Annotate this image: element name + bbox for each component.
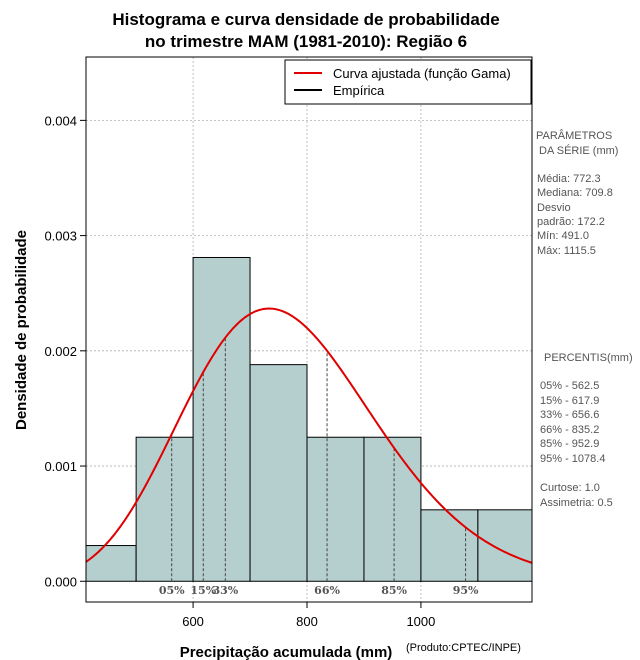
- histogram-bar: [306, 436, 365, 582]
- y-tick-label: 0.003: [44, 229, 77, 244]
- assimetria-line: Assimetria: 0.5: [540, 497, 613, 509]
- histogram-bar: [477, 509, 532, 582]
- y-tick-label: 0.004: [44, 113, 77, 128]
- stats-panel: PARÂMETROS DA SÉRIE (mm) Média: 772.3 Me…: [536, 129, 618, 257]
- x-tick-label: 800: [296, 614, 318, 629]
- stats-line: Máx: 1115.5: [537, 245, 596, 257]
- stats-header-line2: DA SÉRIE (mm): [539, 144, 618, 157]
- histogram-bar: [420, 509, 479, 582]
- percentis-line: 15% - 617.9: [540, 395, 599, 407]
- legend-empirical-label: Empírica: [333, 83, 385, 98]
- chart-title-line1: Histograma e curva densidade de probabil…: [112, 10, 499, 29]
- histogram-bar: [192, 256, 251, 582]
- curtose-line: Curtose: 1.0: [540, 482, 600, 494]
- stats-line: padrão: 172.2: [537, 216, 605, 228]
- x-axis: 600 800 1000: [182, 602, 435, 629]
- stats-line: Desvio: [537, 202, 571, 214]
- histogram-bar: [363, 436, 422, 582]
- percentile-labels: 05% 15%33% 66% 85% 95%: [159, 584, 479, 597]
- legend-fit-label: Curva ajustada (função Gama): [333, 66, 511, 81]
- legend-box: [284, 59, 532, 105]
- histogram-bar: [135, 436, 194, 582]
- y-axis: 0.000 0.001 0.002 0.003 0.004: [44, 113, 86, 589]
- chart-title-line2: no trimestre MAM (1981-2010): Região 6: [145, 32, 467, 51]
- percentis-line: 33% - 656.6: [540, 409, 599, 421]
- percentile-label: 15%: [190, 584, 216, 597]
- histogram-bar: [249, 364, 308, 582]
- stats-line: Média: 772.3: [537, 173, 601, 185]
- legend: Curva ajustada (função Gama) Empírica: [284, 59, 532, 105]
- y-tick-label: 0.001: [44, 459, 77, 474]
- stats-line: Mín: 491.0: [537, 230, 589, 242]
- plot-area: 05% 15%33% 66% 85% 95%: [85, 56, 533, 603]
- stats-line: Mediana: 709.8: [537, 187, 613, 199]
- plot-frame: [85, 56, 533, 603]
- percentile-label: 95%: [453, 584, 479, 597]
- percentis-line: 66% - 835.2: [540, 424, 599, 436]
- x-tick-label: 600: [182, 614, 204, 629]
- histogram-bars: [86, 256, 532, 582]
- percentile-lines: [171, 337, 467, 582]
- x-axis-label: Precipitação acumulada (mm): [180, 644, 393, 660]
- credit-label: (Produto:CPTEC/INPE): [406, 642, 521, 654]
- percentis-panel: PERCENTIS(mm) 05% - 562.5 15% - 617.9 33…: [540, 352, 633, 509]
- percentile-label: 66%: [314, 584, 340, 597]
- percentile-label: 33%: [212, 584, 238, 597]
- percentile-label: 05%: [159, 584, 185, 597]
- y-tick-label: 0.002: [44, 344, 77, 359]
- percentis-line: 95% - 1078.4: [540, 453, 605, 465]
- y-axis-label: Densidade de probabilidade: [13, 230, 30, 430]
- gamma-curve: [86, 307, 532, 564]
- y-tick-label: 0.000: [44, 574, 77, 589]
- percentis-line: 85% - 952.9: [540, 438, 599, 450]
- percentis-line: 05% - 562.5: [540, 380, 599, 392]
- percentile-label: 85%: [381, 584, 407, 597]
- x-tick-label: 1000: [406, 614, 435, 629]
- histogram-bar: [86, 545, 137, 582]
- stats-header-line1: PARÂMETROS: [536, 129, 612, 142]
- percentis-header: PERCENTIS(mm): [544, 352, 633, 364]
